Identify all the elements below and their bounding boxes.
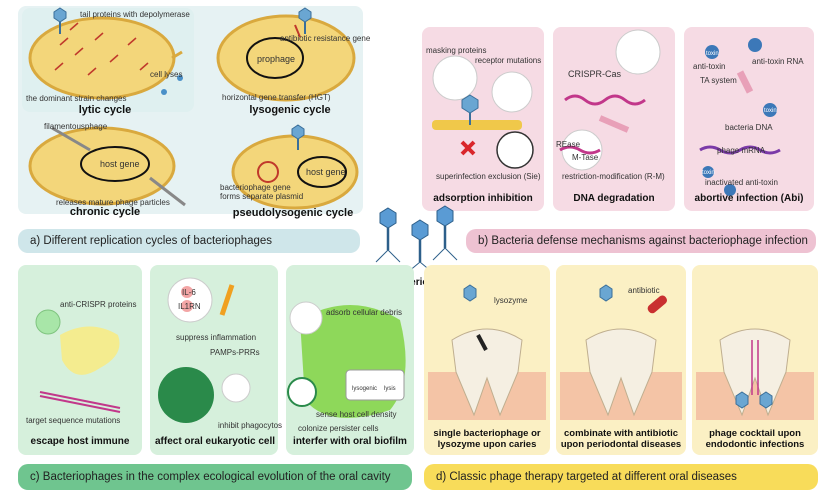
anti-crispr-label: anti-CRISPR proteins bbox=[60, 300, 137, 309]
chronic-releases-label: releases mature phage particles bbox=[56, 198, 170, 207]
phage-mrna-label: phage mRNA bbox=[717, 146, 766, 155]
adsorb-debris-label: adsorb cellular debris bbox=[326, 308, 403, 317]
adsorption-panel bbox=[422, 27, 544, 211]
ta-system-label: TA system bbox=[700, 76, 737, 85]
panel-a-banner: a) Different replication cycles of bacte… bbox=[18, 229, 360, 253]
lysogenic-hgt-label: horizontal gene transfer (HGT) bbox=[222, 93, 331, 102]
interfer-biofilm-title: interfer with oral biofilm bbox=[293, 436, 407, 447]
chronic-host-gene-label: host gene bbox=[100, 159, 140, 169]
rm-label: restriction-modification (R-M) bbox=[562, 172, 665, 181]
affect-eukaryotic-title: affect oral eukaryotic cell bbox=[154, 436, 276, 447]
lysozyme-label: lysozyme bbox=[494, 296, 528, 305]
panel-d-banner: d) Classic phage therapy targeted at dif… bbox=[424, 464, 818, 490]
sense-density-label: sense host cell density bbox=[316, 410, 397, 419]
crispr-cas-label: CRISPR-Cas bbox=[568, 69, 622, 79]
sie-label: superinfection exclusion (Sie) bbox=[436, 172, 541, 181]
anti-toxin-rna-label: anti-toxin RNA bbox=[752, 57, 804, 66]
endodontic-caption: phage cocktail upon endodontic infection… bbox=[705, 428, 805, 450]
masking-proteins-label: masking proteins bbox=[426, 46, 487, 55]
lytic-strain-changes-label: the dominant strain changes bbox=[26, 94, 127, 103]
chronic-cycle-title: chronic cycle bbox=[69, 206, 141, 218]
lysogenic-small-label: lysogenic bbox=[352, 386, 378, 392]
lytic-tail-proteins-label: tail proteins with depolymerase bbox=[80, 10, 190, 19]
pseudolysogenic-cycle-title: pseudolysogenic cycle bbox=[232, 207, 354, 219]
lytic-cell-lyses-label: cell lyses bbox=[150, 70, 183, 79]
pseudo-host-gene-label: host gene bbox=[306, 167, 346, 177]
pamps-prrs-label: PAMPs-PRRs bbox=[210, 348, 260, 357]
inactivated-anti-toxin-label: inactivated anti-toxin bbox=[705, 178, 778, 187]
mtase-label: M-Tase bbox=[572, 153, 599, 162]
lytic-cycle-title: lytic cycle bbox=[78, 104, 132, 116]
suppress-inflammation-label: suppress inflammation bbox=[176, 333, 257, 342]
toxin-label-2: toxin bbox=[764, 108, 777, 114]
pseudo-plasmid-label: bacteriophage gene forms separate plasmi… bbox=[220, 183, 304, 201]
chronic-filamentous-label: filamentousphage bbox=[44, 122, 108, 131]
receptor-mutations-label: receptor mutations bbox=[475, 56, 542, 65]
abortive-infection-title: abortive infection (Abi) bbox=[694, 193, 804, 204]
escape-host-immune-title: escape host immune bbox=[30, 436, 130, 447]
toxin-label-1: toxin bbox=[706, 51, 719, 57]
lysogenic-prophage-label: prophage bbox=[257, 54, 296, 64]
caries-caption: single bacteriophage or lysozyme upon ca… bbox=[433, 428, 541, 450]
panel-c-banner: c) Bacteriophages in the complex ecologi… bbox=[18, 464, 412, 490]
inhibit-phagocytosis-label: inhibit phagocytos bbox=[218, 421, 283, 430]
adsorption-inhibition-title: adsorption inhibition bbox=[433, 193, 533, 204]
il1rn-label: IL1RN bbox=[178, 302, 201, 311]
bacteria-dna-label: bacteria DNA bbox=[725, 123, 773, 132]
rease-label: REase bbox=[556, 140, 581, 149]
lysis-label: lysis bbox=[384, 386, 396, 392]
target-mutations-label: target sequence mutations bbox=[26, 416, 121, 425]
toxin-label-3: toxin bbox=[702, 170, 715, 176]
abortive-panel bbox=[684, 27, 814, 211]
periodontal-caption: combinate with antibiotic upon periodont… bbox=[560, 428, 682, 450]
oral-bacteriophages-label: oral bacteriophages bbox=[368, 277, 464, 288]
il6-label: IL-6 bbox=[182, 288, 196, 297]
panel-b-banner: b) Bacteria defense mechanisms against b… bbox=[466, 229, 816, 253]
dna-degradation-title: DNA degradation bbox=[573, 193, 655, 204]
colonize-persister-label: colonize persister cells bbox=[298, 424, 379, 433]
antibiotic-label: antibiotic bbox=[628, 286, 660, 295]
lysogenic-cycle-title: lysogenic cycle bbox=[249, 104, 331, 116]
anti-toxin-label: anti-toxin bbox=[693, 62, 726, 71]
lysogenic-resistance-label: antibiotic resistance gene bbox=[280, 34, 371, 43]
